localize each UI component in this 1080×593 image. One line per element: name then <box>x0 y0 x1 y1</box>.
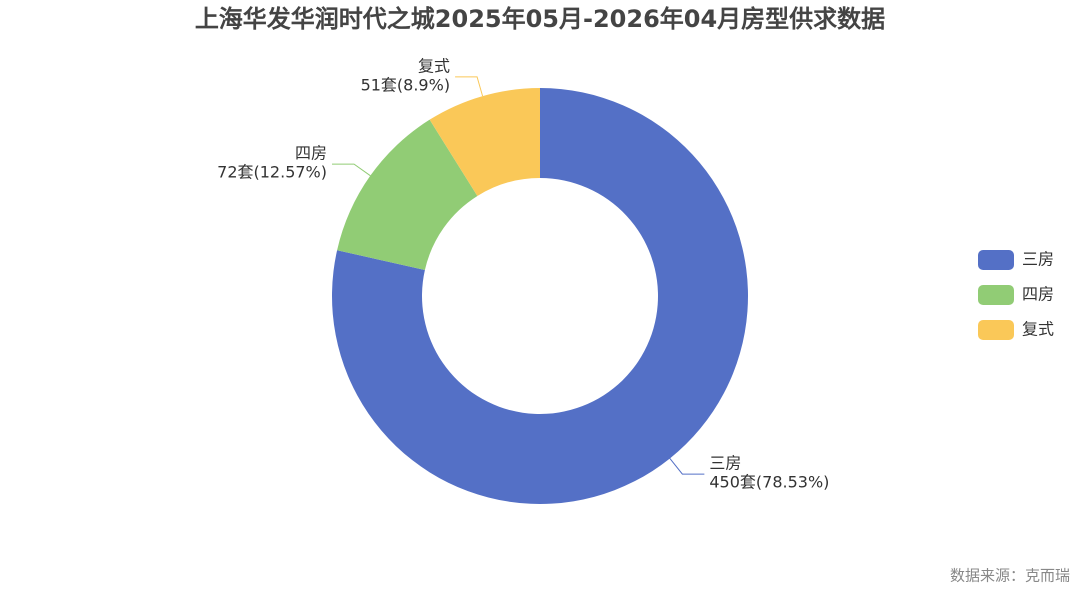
slice-value-label: 51套(8.9%) <box>361 75 451 94</box>
legend-swatch[interactable] <box>978 250 1014 270</box>
donut-slice <box>337 119 478 271</box>
chart-title: 上海华发华润时代之城2025年05月-2026年04月房型供求数据 <box>195 5 885 33</box>
legend-label[interactable]: 四房 <box>1022 285 1054 304</box>
legend-label[interactable]: 复式 <box>1022 320 1054 339</box>
donut-slice <box>332 88 749 504</box>
label-line <box>455 76 484 97</box>
slice-label: 三房 <box>709 454 741 473</box>
legend-swatch[interactable] <box>978 320 1014 340</box>
slice-value-label: 72套(12.57%) <box>217 163 327 182</box>
label-line <box>332 163 371 177</box>
slice-label: 四房 <box>295 144 327 163</box>
slice-value-label: 450套(78.53%) <box>709 473 829 492</box>
slice-label: 复式 <box>418 56 450 75</box>
label-line <box>669 458 705 475</box>
source-note: 数据来源：克而瑞 <box>950 567 1070 585</box>
legend-swatch[interactable] <box>978 285 1014 305</box>
donut-slice <box>429 88 540 196</box>
legend-label[interactable]: 三房 <box>1022 250 1054 269</box>
